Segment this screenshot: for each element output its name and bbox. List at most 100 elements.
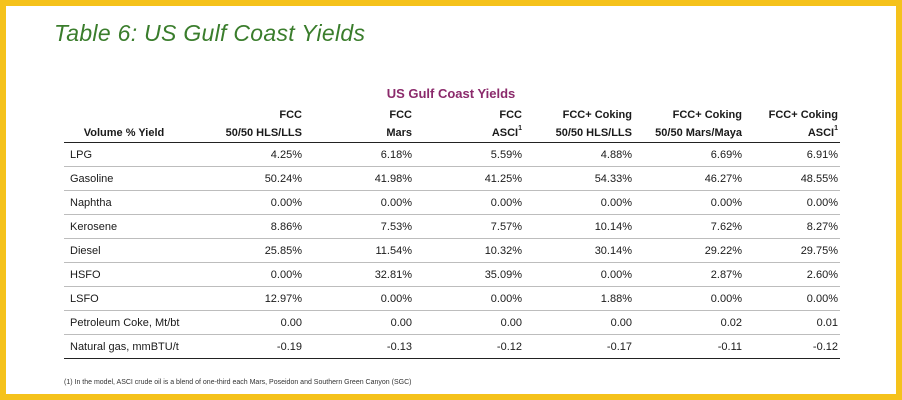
yield-cell: 0.01 xyxy=(816,316,838,329)
row-label: Kerosene xyxy=(70,220,118,233)
header-process: FCC xyxy=(499,108,522,121)
header-row-process: FCC FCC FCC FCC+ Coking FCC+ Coking FCC+… xyxy=(64,106,840,123)
yield-cell: 8.27% xyxy=(806,220,838,233)
table-row: Naphtha 0.00% 0.00% 0.00% 0.00% 0.00% 0.00% xyxy=(64,191,840,215)
row-label: Naphtha xyxy=(70,196,112,209)
yield-cell: -0.12 xyxy=(496,340,522,353)
header-process: FCC+ Coking xyxy=(562,108,632,121)
row-label: LSFO xyxy=(70,292,99,305)
header-crude: 50/50 Mars/Maya xyxy=(634,123,744,143)
yield-cell: 11.54% xyxy=(375,244,413,257)
yield-cell: -0.12 xyxy=(812,340,838,353)
table-row: LPG 4.25% 6.18% 5.59% 4.88% 6.69% 6.91% xyxy=(64,143,840,167)
table-body: LPG 4.25% 6.18% 5.59% 4.88% 6.69% 6.91% Gasolin… xyxy=(64,143,840,359)
table-title: US Gulf Coast Yields xyxy=(386,86,516,101)
yield-cell: 41.98% xyxy=(374,172,412,185)
yield-cell: 7.62% xyxy=(710,220,742,233)
yield-cell: 6.91% xyxy=(806,148,838,161)
yield-cell: 7.57% xyxy=(490,220,522,233)
yield-cell: 0.00 xyxy=(610,316,632,329)
header-crude-text: 50/50 Mars/Maya xyxy=(655,126,742,139)
yield-cell: 10.14% xyxy=(594,220,632,233)
header-process: FCC xyxy=(279,108,302,121)
header-crude-text: ASCI xyxy=(807,126,835,139)
yield-cell: 12.97% xyxy=(264,292,302,305)
yield-cell: 46.27% xyxy=(704,172,742,185)
footnote-marker: 1 xyxy=(834,124,838,132)
yield-cell: 0.00% xyxy=(490,196,522,209)
yield-cell: -0.17 xyxy=(606,340,632,353)
header-crude: 50/50 HLS/LLS xyxy=(524,123,634,143)
yield-cell: 2.60% xyxy=(806,268,838,281)
yield-cell: 30.14% xyxy=(594,244,632,257)
yield-cell: 0.00% xyxy=(270,196,302,209)
yield-cell: 6.18% xyxy=(380,148,412,161)
header-crude: ASCI1 xyxy=(744,123,840,143)
yield-cell: 0.00 xyxy=(500,316,522,329)
header-crude: ASCI1 xyxy=(414,123,524,143)
header-empty-cell xyxy=(64,106,184,123)
yield-cell: 0.00 xyxy=(390,316,412,329)
yield-cell: -0.11 xyxy=(717,340,742,353)
table-row: LSFO 12.97% 0.00% 0.00% 1.88% 0.00% 0.00% xyxy=(64,287,840,311)
header-label: Volume % Yield xyxy=(64,123,184,143)
header-process: FCC+ Coking xyxy=(672,108,742,121)
yield-cell: 1.88% xyxy=(600,292,632,305)
yield-cell: 7.53% xyxy=(380,220,412,233)
header-process: FCC xyxy=(389,108,412,121)
yield-cell: 29.22% xyxy=(704,244,742,257)
row-label: Natural gas, mmBTU/t xyxy=(70,340,179,353)
yield-cell: 54.33% xyxy=(594,172,632,185)
header-crude-text: 50/50 HLS/LLS xyxy=(555,126,632,139)
row-label: Petroleum Coke, Mt/bt xyxy=(70,316,180,329)
footnote: (1) In the model, ASCI crude oil is a bl… xyxy=(64,379,412,386)
table-row: Gasoline 50.24% 41.98% 41.25% 54.33% 46.27% 48… xyxy=(64,167,840,191)
yield-cell: 0.00% xyxy=(710,196,742,209)
yield-cell: 35.09% xyxy=(484,268,522,281)
yield-cell: 29.75% xyxy=(800,244,838,257)
yield-cell: 2.87% xyxy=(710,268,742,281)
header-crude-text: 50/50 HLS/LLS xyxy=(225,126,302,139)
row-label: HSFO xyxy=(70,268,101,281)
table-row: Petroleum Coke, Mt/bt 0.00 0.00 0.00 0.00 0.0… xyxy=(64,311,840,335)
yield-cell: 6.69% xyxy=(710,148,742,161)
header-crude: 50/50 HLS/LLS xyxy=(184,123,304,143)
header-crude-text: Mars xyxy=(386,126,412,139)
yield-cell: -0.19 xyxy=(276,340,302,353)
yield-cell: 50.24% xyxy=(264,172,302,185)
yield-cell: 0.00% xyxy=(380,292,412,305)
yield-cell: 0.00% xyxy=(600,268,632,281)
yield-cell: 4.25% xyxy=(270,148,302,161)
yield-cell: -0.13 xyxy=(386,340,412,353)
yield-cell: 25.85% xyxy=(264,244,302,257)
yield-cell: 10.32% xyxy=(484,244,522,257)
yield-cell: 0.00% xyxy=(806,196,838,209)
yield-cell: 5.59% xyxy=(490,148,522,161)
table-row: Kerosene 8.86% 7.53% 7.57% 10.14% 7.62% 8.27% xyxy=(64,215,840,239)
row-label: Gasoline xyxy=(70,172,114,185)
yield-cell: 4.88% xyxy=(600,148,632,161)
yield-cell: 32.81% xyxy=(374,268,412,281)
footnote-marker: 1 xyxy=(518,124,522,132)
yield-cell: 48.55% xyxy=(800,172,838,185)
header-row-crude: Volume % Yield 50/50 HLS/LLS Mars ASCI1 … xyxy=(64,123,840,143)
yield-cell: 8.86% xyxy=(270,220,302,233)
header-process: FCC+ Coking xyxy=(768,108,838,121)
yield-cell: 0.00% xyxy=(490,292,522,305)
header-crude: Mars xyxy=(304,123,414,143)
header-crude-text: ASCI xyxy=(491,126,519,139)
row-label: LPG xyxy=(70,148,93,161)
yield-cell: 0.00% xyxy=(270,268,302,281)
yield-cell: 0.00% xyxy=(806,292,838,305)
page-heading: Table 6: US Gulf Coast Yields xyxy=(54,20,366,46)
yield-cell: 0.00% xyxy=(380,196,412,209)
row-label: Diesel xyxy=(70,244,101,257)
yield-cell: 0.00% xyxy=(710,292,742,305)
yield-cell: 0.00 xyxy=(280,316,302,329)
yield-cell: 0.00% xyxy=(600,196,632,209)
table-row: Natural gas, mmBTU/t -0.19 -0.13 -0.12 -0.17… xyxy=(64,335,840,359)
yields-table: FCC FCC FCC FCC+ Coking FCC+ Coking FCC+… xyxy=(64,106,840,359)
yield-cell: 0.02 xyxy=(720,316,742,329)
yield-cell: 41.25% xyxy=(484,172,522,185)
